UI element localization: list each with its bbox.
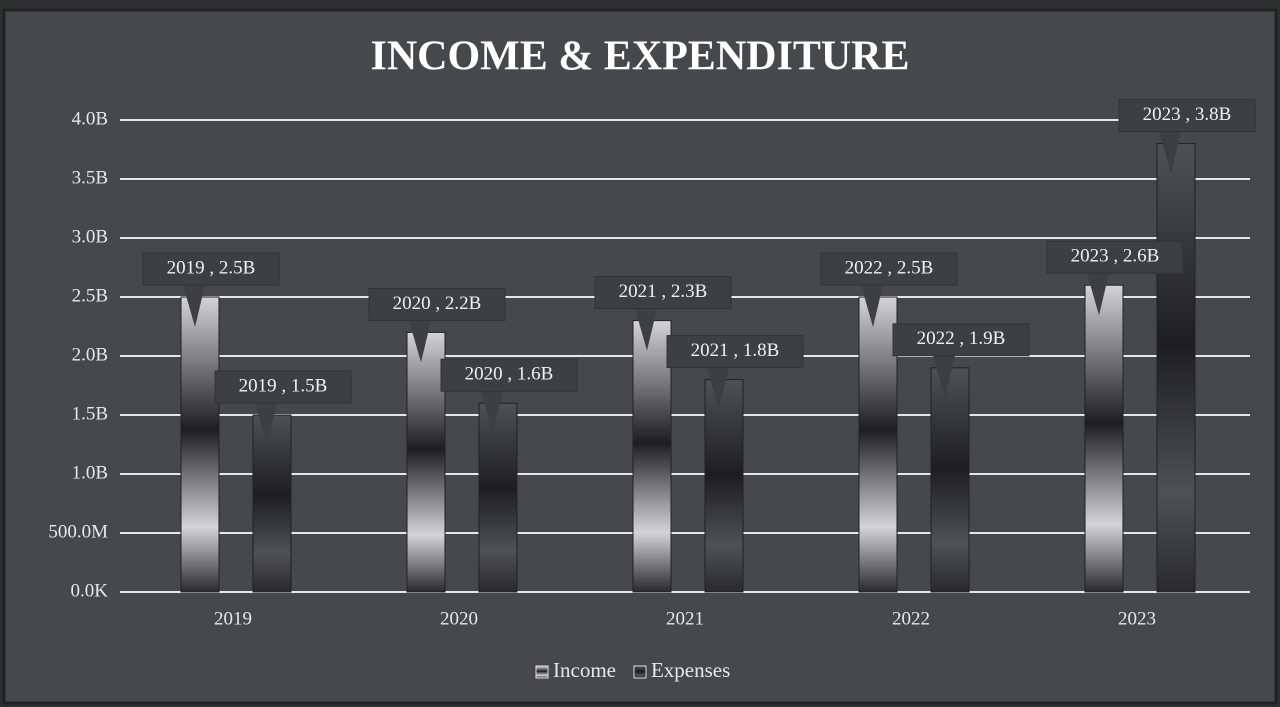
x-tick-label: 2022 — [892, 608, 930, 629]
bar — [252, 414, 292, 593]
label-box — [142, 252, 280, 286]
bar — [930, 367, 970, 593]
label-pointer — [255, 403, 277, 445]
label-box — [1118, 99, 1256, 133]
bar — [858, 296, 898, 593]
x-tick-label: 2020 — [440, 608, 478, 629]
label-box — [820, 252, 958, 286]
label-pointer — [933, 355, 955, 398]
y-tick-label: 3.0B — [72, 226, 108, 247]
y-tick-label: 4.0B — [72, 108, 108, 129]
chart-title: INCOME & EXPENDITURE — [370, 34, 909, 80]
x-tick-label: 2021 — [666, 608, 704, 629]
data-label: 2022 , 2.5B — [845, 257, 934, 278]
x-tick-label: 2019 — [214, 608, 252, 629]
bar — [1156, 143, 1196, 593]
label-box — [666, 335, 804, 369]
label-pointer — [707, 367, 729, 410]
data-label: 2023 , 2.6B — [1071, 246, 1160, 267]
data-label: 2023 , 3.8B — [1143, 104, 1232, 125]
label-pointer — [481, 391, 503, 434]
legend-label: Income — [553, 658, 616, 682]
label-box — [440, 358, 578, 392]
label-box — [1046, 240, 1184, 274]
data-label: 2021 , 1.8B — [691, 340, 780, 361]
data-label: 2022 , 1.9B — [917, 328, 1006, 349]
label-pointer — [1087, 273, 1109, 316]
label-box — [214, 370, 352, 404]
data-label: 2020 , 2.2B — [393, 293, 482, 314]
label-pointer — [409, 320, 431, 363]
label-pointer — [1159, 131, 1181, 174]
y-tick-label: 0.0K — [71, 580, 109, 601]
y-tick-label: 1.0B — [72, 462, 108, 483]
bar — [180, 296, 220, 593]
data-label: 2019 , 1.5B — [239, 375, 328, 396]
label-pointer — [183, 285, 205, 327]
data-label: 2021 , 2.3B — [619, 281, 708, 302]
label-pointer — [861, 285, 883, 327]
bar — [1084, 284, 1124, 593]
bar — [704, 379, 744, 593]
y-tick-label: 1.5B — [72, 403, 108, 424]
legend-swatch — [535, 665, 549, 679]
bar — [478, 402, 518, 593]
y-tick-label: 2.0B — [72, 344, 108, 365]
label-box — [368, 287, 506, 321]
legend-swatch — [633, 665, 647, 679]
label-pointer — [635, 308, 657, 351]
label-box — [892, 323, 1030, 357]
data-label: 2019 , 2.5B — [167, 257, 256, 278]
bar — [632, 320, 672, 593]
y-tick-label: 3.5B — [72, 167, 108, 188]
x-tick-label: 2023 — [1118, 608, 1156, 629]
bar — [406, 331, 446, 593]
y-tick-label: 2.5B — [72, 285, 108, 306]
data-label: 2020 , 1.6B — [465, 364, 554, 385]
y-tick-label: 500.0M — [48, 521, 108, 542]
label-box — [594, 276, 732, 310]
legend-label: Expenses — [651, 658, 730, 682]
